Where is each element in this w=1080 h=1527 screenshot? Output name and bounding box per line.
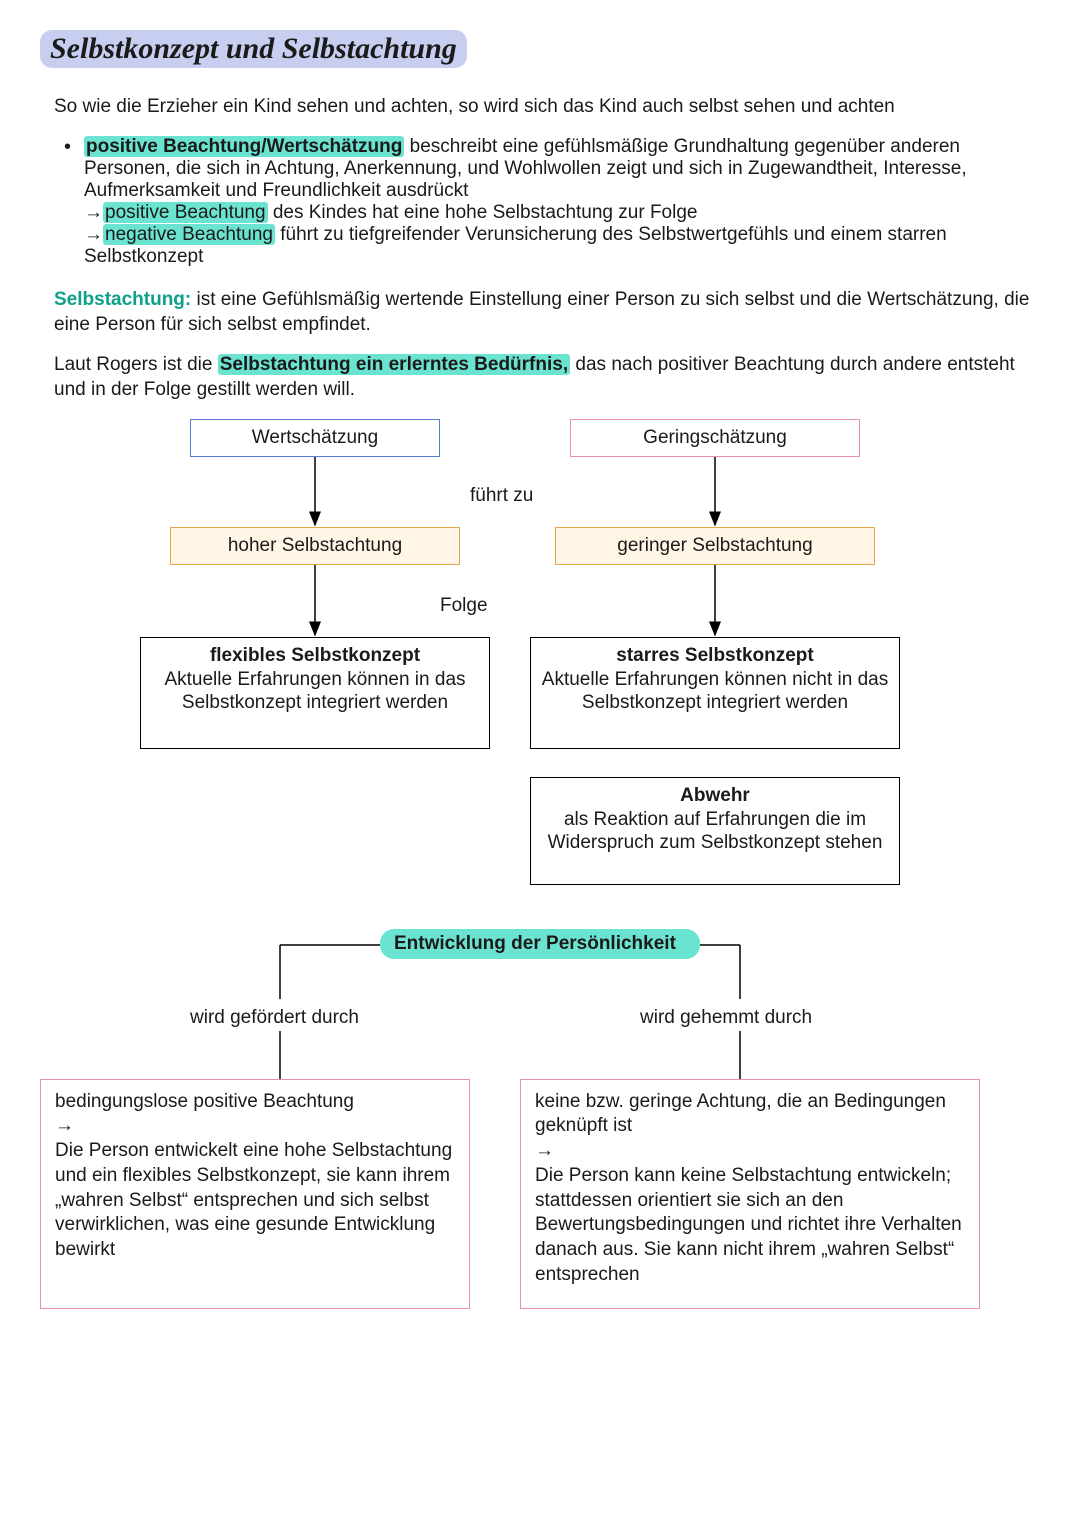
- box-bedingungslos-line1: bedingungslose positive Beachtung: [55, 1091, 354, 1112]
- label-gehemmt: wird gehemmt durch: [640, 1007, 812, 1029]
- box-bedingungslos-text: Die Person entwickelt eine hohe Selbstac…: [55, 1140, 452, 1260]
- arrow1-text: des Kindes hat eine hohe Selbstachtung z…: [268, 202, 698, 223]
- box-starres-sk-title: starres Selbstkonzept: [541, 644, 889, 668]
- selbstachtung-text: ist eine Gefühlsmäßig wertende Einstellu…: [54, 289, 1029, 335]
- box-wertschaetzung-label: Wertschätzung: [252, 427, 378, 448]
- box-flexibles-sk-title: flexibles Selbstkonzept: [151, 644, 479, 668]
- box-bedingungslos-arrow: →: [55, 1115, 74, 1136]
- selbstachtung-definition: Selbstachtung: ist eine Gefühlsmäßig wer…: [40, 288, 1040, 337]
- box-starres-sk-text: Aktuelle Erfahrungen können nicht in das…: [542, 669, 888, 714]
- box-bedingungen-line1: keine bzw. geringe Achtung, die an Bedin…: [535, 1091, 946, 1137]
- box-hohe-sa: hoher Selbstachtung: [170, 527, 460, 565]
- box-abwehr-title: Abwehr: [541, 784, 889, 808]
- flowchart-entwicklung: Entwicklung der Persönlichkeit wird gefö…: [40, 929, 1040, 1349]
- intro-text: So wie die Erzieher ein Kind sehen und a…: [40, 96, 1040, 118]
- box-bedingungen-text: Die Person kann keine Selbstachtung entw…: [535, 1165, 962, 1285]
- box-abwehr: Abwehr als Reaktion auf Erfahrungen die …: [530, 777, 900, 885]
- dev-title: Entwicklung der Persönlichkeit: [380, 929, 700, 959]
- box-hohe-sa-label: hoher Selbstachtung: [228, 535, 402, 556]
- bullet-highlight: positive Beachtung/Wertschätzung: [84, 136, 404, 157]
- flowchart-selbstkonzept: Wertschätzung Geringschätzung hoher Selb…: [100, 419, 980, 899]
- box-abwehr-text: als Reaktion auf Erfahrungen die im Wide…: [548, 809, 883, 854]
- rogers-highlight: Selbstachtung ein erlerntes Bedürfnis,: [218, 354, 570, 375]
- box-geringe-sa-label: geringer Selbstachtung: [617, 535, 812, 556]
- box-geringschaetzung-label: Geringschätzung: [643, 427, 787, 448]
- label-gefoerdert: wird gefördert durch: [190, 1007, 359, 1029]
- label-folge: Folge: [440, 595, 488, 617]
- box-bedingungen: keine bzw. geringe Achtung, die an Bedin…: [520, 1079, 980, 1309]
- bullet-definition: positive Beachtung/Wertschätzung beschre…: [40, 136, 1040, 268]
- page-title: Selbstkonzept und Selbstachtung: [40, 30, 467, 68]
- box-geringe-sa: geringer Selbstachtung: [555, 527, 875, 565]
- box-starres-sk: starres Selbstkonzept Aktuelle Erfahrung…: [530, 637, 900, 749]
- box-flexibles-sk: flexibles Selbstkonzept Aktuelle Erfahru…: [140, 637, 490, 749]
- label-fuehrt-zu: führt zu: [470, 485, 533, 507]
- box-geringschaetzung: Geringschätzung: [570, 419, 860, 457]
- selbstachtung-term: Selbstachtung:: [54, 289, 191, 310]
- box-bedingungslos: bedingungslose positive Beachtung → Die …: [40, 1079, 470, 1309]
- rogers-pre: Laut Rogers ist die: [54, 354, 218, 375]
- box-wertschaetzung: Wertschätzung: [190, 419, 440, 457]
- box-bedingungen-arrow: →: [535, 1140, 554, 1161]
- arrow2-highlight: negative Beachtung: [103, 224, 275, 245]
- arrow1-highlight: positive Beachtung: [103, 202, 268, 223]
- box-flexibles-sk-text: Aktuelle Erfahrungen können in das Selbs…: [164, 669, 465, 714]
- rogers-paragraph: Laut Rogers ist die Selbstachtung ein er…: [40, 353, 1040, 402]
